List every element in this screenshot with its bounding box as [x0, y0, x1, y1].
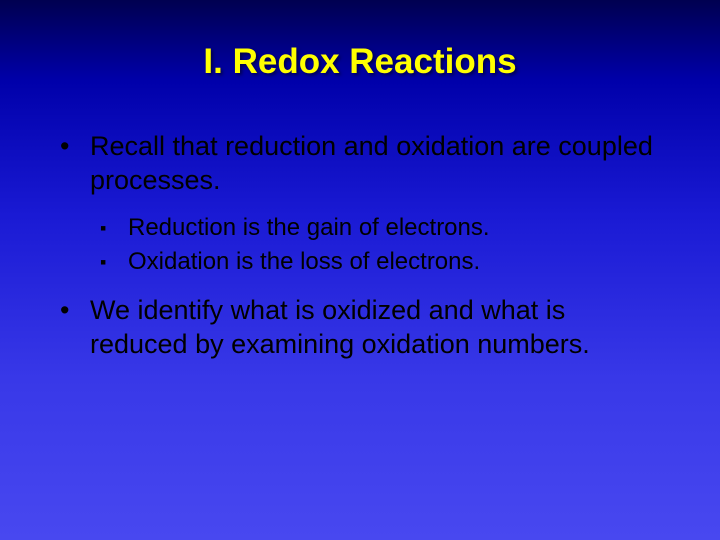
sub-bullet-text: Oxidation is the loss of electrons. [128, 246, 668, 278]
bullet-text: Recall that reduction and oxidation are … [90, 130, 668, 198]
sub-bullet-text: Reduction is the gain of electrons. [128, 212, 668, 244]
sub-bullet-marker-icon: ▪ [100, 246, 128, 274]
bullet-marker-icon: • [60, 294, 90, 328]
sub-bullet-marker-icon: ▪ [100, 212, 128, 240]
slide-title: I. Redox Reactions [52, 42, 668, 82]
spacer [52, 280, 668, 294]
slide: I. Redox Reactions • Recall that reducti… [0, 0, 720, 540]
bullet-item: • Recall that reduction and oxidation ar… [52, 130, 668, 198]
sub-bullet-item: ▪ Oxidation is the loss of electrons. [52, 246, 668, 278]
bullet-text: We identify what is oxidized and what is… [90, 294, 668, 362]
sub-bullet-item: ▪ Reduction is the gain of electrons. [52, 212, 668, 244]
bullet-marker-icon: • [60, 130, 90, 164]
bullet-item: • We identify what is oxidized and what … [52, 294, 668, 362]
